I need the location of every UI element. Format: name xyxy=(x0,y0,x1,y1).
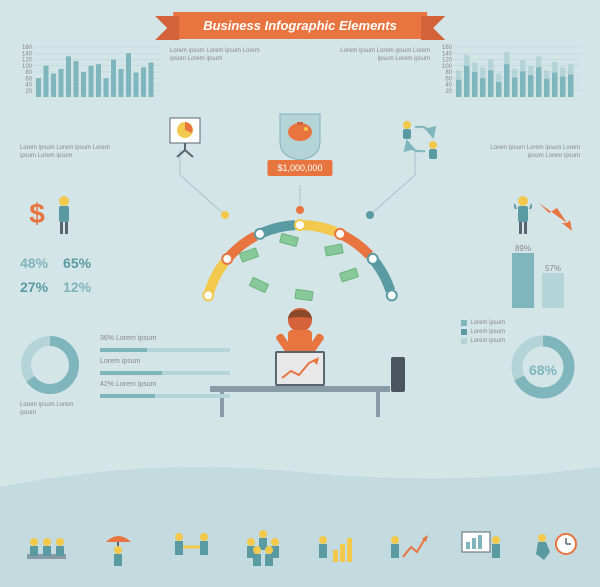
svg-text:140: 140 xyxy=(442,51,453,57)
svg-text:140: 140 xyxy=(22,51,33,57)
svg-text:120: 120 xyxy=(22,58,33,64)
top-right-bar-chart: 20406080100120140160 xyxy=(440,42,580,102)
dollar-person-icon: $ xyxy=(25,195,73,235)
svg-text:120: 120 xyxy=(442,58,453,64)
decline-person-icon xyxy=(514,195,575,235)
percentage-bars: 36% Lorem ipsum Lorem ipsum 42% Lorem ip… xyxy=(100,335,230,398)
svg-text:60: 60 xyxy=(445,76,452,82)
bar-chart-person-icon xyxy=(309,522,364,577)
svg-text:89%: 89% xyxy=(515,245,531,253)
svg-text:100: 100 xyxy=(442,64,453,70)
price-tag: $1,000,000 xyxy=(267,160,332,176)
meeting-icon xyxy=(19,522,74,577)
running-clock-icon xyxy=(526,522,581,577)
stat-2: 65% xyxy=(63,255,91,271)
svg-text:100: 100 xyxy=(22,64,33,70)
svg-text:40: 40 xyxy=(25,83,32,89)
stat-grid: 48% 65% 27% 12% xyxy=(20,255,91,295)
people-cycle-icon xyxy=(395,115,445,160)
svg-text:40: 40 xyxy=(445,83,452,89)
legend-right: Lorem ipsum Lorem ipsum Lorem ipsum xyxy=(461,320,505,347)
stat-4: 12% xyxy=(63,279,91,295)
svg-text:20: 20 xyxy=(25,89,32,95)
team-icon xyxy=(236,522,291,577)
right-bar-chart: 89% 57% xyxy=(500,245,580,315)
text-top-left: Lorem ipsum Lorem ipsum Lorem ipsum Lore… xyxy=(170,48,260,64)
presentation-icon xyxy=(454,522,509,577)
svg-text:60: 60 xyxy=(25,76,32,82)
svg-text:57%: 57% xyxy=(545,264,561,273)
stat-3: 27% xyxy=(20,279,48,295)
footer-icon-row xyxy=(0,522,600,577)
text-mid-left: Lorem ipsum Lorem ipsum Lorem ipsum Lore… xyxy=(20,145,110,161)
top-left-bar-chart: 20406080100120140160 xyxy=(20,42,160,102)
text-top-right: Lorem ipsum Lorem ipsum Lorem ipsum Lore… xyxy=(340,48,430,64)
umbrella-person-icon xyxy=(91,522,146,577)
svg-text:80: 80 xyxy=(25,70,32,76)
svg-text:20: 20 xyxy=(445,89,452,95)
piggy-bank-shield-icon xyxy=(278,112,322,162)
monitor-icon xyxy=(275,351,325,386)
donut-chart-right: 68% xyxy=(511,335,575,404)
handshake-icon xyxy=(164,522,219,577)
growth-chart-person-icon xyxy=(381,522,436,577)
pie-chart-easel-icon xyxy=(165,115,205,160)
computer-tower-icon xyxy=(391,357,405,392)
svg-text:160: 160 xyxy=(22,45,33,51)
svg-text:160: 160 xyxy=(442,45,453,51)
text-mid-right: Lorem ipsum Lorem ipsum Lorem ipsum Lore… xyxy=(490,145,580,161)
svg-text:80: 80 xyxy=(445,70,452,76)
desk xyxy=(210,386,390,392)
svg-text:$: $ xyxy=(29,198,45,229)
title-ribbon: Business Infographic Elements xyxy=(173,12,427,39)
donut-chart-left: Lorem ipsum Lorem ipsum xyxy=(20,335,80,418)
hill-decoration xyxy=(0,457,600,487)
stat-1: 48% xyxy=(20,255,48,271)
